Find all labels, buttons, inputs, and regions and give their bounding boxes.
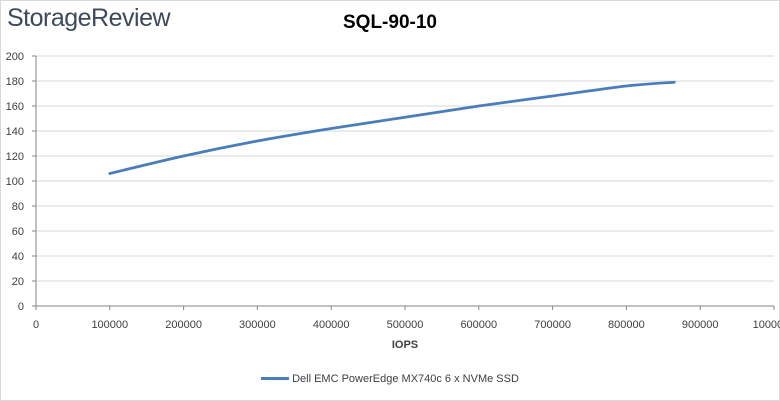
x-tick-label: 900000	[682, 319, 719, 331]
x-tick-label: 0	[33, 319, 39, 331]
y-tick-label: 120	[6, 151, 24, 163]
y-tick-label: 40	[12, 251, 24, 263]
y-tick-label: 60	[12, 226, 24, 238]
y-tick-label: 160	[6, 101, 24, 113]
chart-title: SQL-90-10	[343, 12, 437, 33]
y-tick-labels: 0 20 40 60 80 100 120 140 160 180 200	[6, 51, 24, 313]
x-tick-label: 100000	[91, 319, 128, 331]
y-tick-label: 100	[6, 176, 24, 188]
x-tick-label: 700000	[534, 319, 571, 331]
x-tick-labels: 0 100000 200000 300000 400000 500000 600000 700…	[33, 319, 780, 331]
legend-swatch	[261, 376, 290, 380]
x-tick-label: 500000	[387, 319, 424, 331]
y-tick-label: 140	[6, 126, 24, 138]
x-tick-label: 1000000	[753, 319, 780, 331]
brand-logo: StorageReview	[7, 4, 171, 32]
x-tick-label: 300000	[239, 319, 276, 331]
x-tick-label: 600000	[460, 319, 497, 331]
y-tick-label: 0	[18, 301, 24, 313]
series-line-0	[108, 80, 676, 175]
y-tick-label: 20	[12, 276, 24, 288]
legend-label: Dell EMC PowerEdge MX740c 6 x NVMe SSD	[292, 373, 519, 385]
gridlines	[36, 55, 774, 282]
x-axis-title: IOPS	[392, 339, 418, 351]
y-tick-label: 180	[6, 76, 24, 88]
axes	[32, 55, 775, 310]
x-tick-label: 200000	[165, 319, 202, 331]
y-tick-label: 80	[12, 201, 24, 213]
x-tick-label: 400000	[313, 319, 350, 331]
legend: Dell EMC PowerEdge MX740c 6 x NVMe SSD	[0, 373, 780, 385]
series-lines	[108, 80, 676, 175]
y-tick-label: 200	[6, 51, 24, 63]
x-tick-label: 800000	[608, 319, 645, 331]
